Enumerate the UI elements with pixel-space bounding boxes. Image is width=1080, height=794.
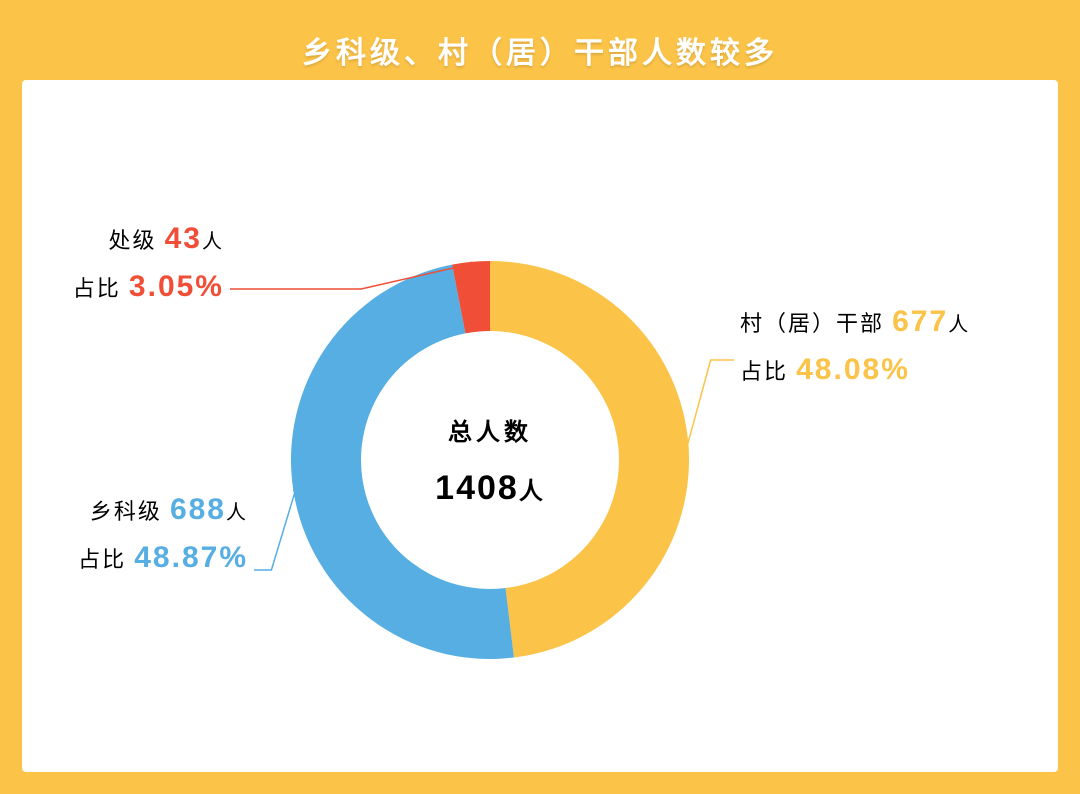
callout-num-township: 688 — [170, 493, 226, 526]
callout-num-village: 677 — [892, 305, 948, 338]
callout-chu: 处级 43人占比 3.05% — [0, 222, 224, 304]
donut-chart — [0, 0, 1080, 794]
chart-area: 总人数 1408人 村（居）干部 677人占比 48.08%乡科级 688人占比… — [0, 0, 1080, 794]
callout-pct-label-chu: 占比 — [73, 276, 129, 301]
center-value-number: 1408 — [435, 469, 519, 507]
callout-line2-village: 占比 48.08% — [740, 353, 970, 387]
callout-label-township: 乡科级 — [90, 499, 170, 524]
callout-unit-village: 人 — [948, 314, 970, 336]
center-value: 1408人 — [370, 469, 610, 508]
callout-line2-chu: 占比 3.05% — [0, 270, 224, 304]
callout-line1-township: 乡科级 688人 — [0, 493, 248, 527]
donut-center: 总人数 1408人 — [370, 412, 610, 508]
callout-pct-village: 48.08% — [796, 353, 910, 386]
callout-pct-township: 48.87% — [134, 541, 248, 574]
callout-line1-chu: 处级 43人 — [0, 222, 224, 256]
callout-label-village: 村（居）干部 — [740, 311, 892, 336]
callout-village: 村（居）干部 677人占比 48.08% — [740, 305, 970, 387]
callout-pct-label-township: 占比 — [78, 547, 134, 572]
outer-canvas: 乡科级、村（居）干部人数较多 总人数 1408人 村（居）干部 677人占比 4… — [0, 0, 1080, 794]
callout-pct-label-village: 占比 — [740, 359, 796, 384]
callout-pct-chu: 3.05% — [129, 270, 224, 303]
callout-line1-village: 村（居）干部 677人 — [740, 305, 970, 339]
center-value-unit: 人 — [519, 478, 545, 505]
callout-unit-township: 人 — [226, 502, 248, 524]
callout-label-chu: 处级 — [109, 228, 165, 253]
callout-township: 乡科级 688人占比 48.87% — [0, 493, 248, 575]
callout-unit-chu: 人 — [202, 231, 224, 253]
callout-num-chu: 43 — [165, 222, 202, 255]
callout-line2-township: 占比 48.87% — [0, 541, 248, 575]
center-label: 总人数 — [370, 412, 610, 447]
chart-card: 总人数 1408人 村（居）干部 677人占比 48.08%乡科级 688人占比… — [22, 80, 1058, 772]
